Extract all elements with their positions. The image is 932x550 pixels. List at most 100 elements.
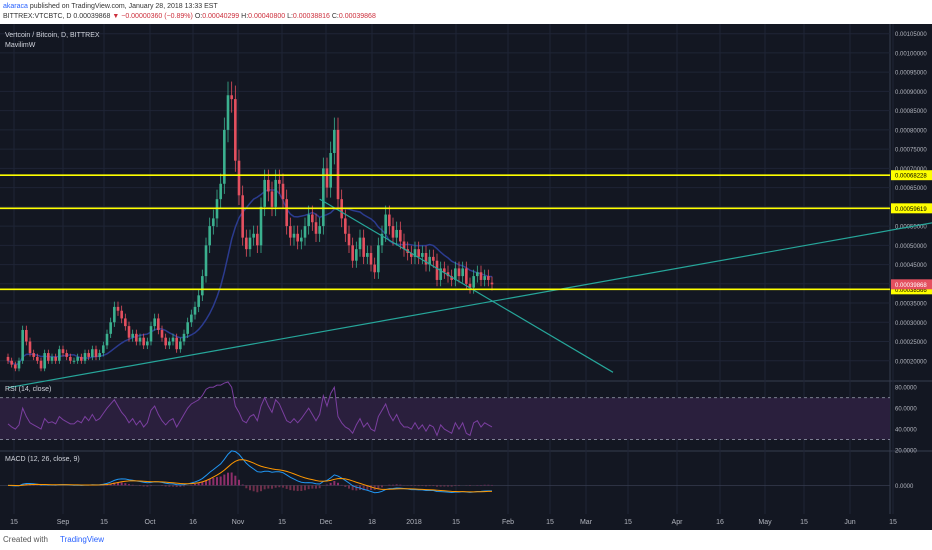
change-value: −0.00000360 (−0.89%) <box>121 13 193 20</box>
triangle-down-icon: ▼ <box>112 13 120 20</box>
rsi-title: RSI (14, close) <box>5 386 51 393</box>
macd-histogram-bar <box>333 480 336 486</box>
candle-body <box>39 360 43 369</box>
macd-histogram-bar <box>348 485 350 489</box>
macd-histogram-bar <box>271 485 273 489</box>
candle-body <box>146 341 149 346</box>
y-tick-label: 0.00065000 <box>895 186 927 192</box>
macd-histogram-bar <box>190 484 193 486</box>
macd-histogram-bar <box>168 485 171 487</box>
macd-signal-line <box>7 459 493 493</box>
x-tick-label: Mar <box>580 519 593 526</box>
x-tick-label: 16 <box>189 519 197 526</box>
y-tick-label: 0.00055000 <box>895 225 927 231</box>
macd-histogram-bar <box>161 485 163 486</box>
macd-histogram-bar <box>443 485 446 487</box>
candle-body <box>377 245 380 273</box>
macd-histogram-bar <box>274 485 277 488</box>
y-tick-label: 0.00070000 <box>895 167 927 173</box>
macd-histogram-bar <box>377 485 380 489</box>
macd-histogram-bar <box>32 484 35 486</box>
macd-histogram-bar <box>230 472 233 486</box>
y-tick-label: 0.00025000 <box>895 340 927 346</box>
candle-body <box>17 360 21 369</box>
open-label: O: <box>194 13 203 20</box>
candle-body <box>329 152 332 188</box>
x-tick-label: Feb <box>502 519 514 526</box>
macd-histogram-bar <box>454 485 457 486</box>
candle-body <box>369 253 373 265</box>
macd-histogram-bar <box>216 477 218 486</box>
macd-histogram-bar <box>205 480 207 486</box>
rsi-tick-label: 40.0000 <box>895 428 917 434</box>
candle-body <box>219 183 222 200</box>
y-tick-label: 0.00020000 <box>895 359 927 365</box>
author-link[interactable]: akaraca <box>3 3 28 10</box>
macd-tick-label: 0.0000 <box>895 484 914 490</box>
candle-body <box>479 272 483 280</box>
high-value: 0.00040800 <box>248 13 286 20</box>
candle-body <box>366 253 369 257</box>
candle-body <box>237 160 241 196</box>
candle-body <box>303 226 307 238</box>
macd-histogram-bar <box>344 485 347 487</box>
candle-body <box>428 256 431 265</box>
candle-body <box>76 356 79 361</box>
candle-body <box>131 333 134 338</box>
tradingview-logo-link[interactable]: TradingView <box>60 535 105 544</box>
chart-area[interactable]: 15 Sep 15 Oct 16 Nov 15 Dec 18 2018 15 Feb 15 Mar 15 Ap… <box>0 24 932 530</box>
macd-histogram-bar <box>252 485 255 492</box>
macd-histogram-bar <box>139 485 141 486</box>
x-tick-label: 15 <box>889 519 897 526</box>
macd-histogram-bar <box>120 482 123 486</box>
candle-body <box>21 329 24 361</box>
candle-body <box>226 95 230 130</box>
candle-body <box>212 218 215 227</box>
price-chart[interactable]: 15 Sep 15 Oct 16 Nov 15 Dec 18 2018 15 Feb 15 Mar 15 Ap… <box>0 24 932 530</box>
macd-histogram-bar <box>351 485 354 491</box>
y-tick-label: 0.00085000 <box>895 109 927 115</box>
rsi-tick-label: 80.0000 <box>895 386 917 392</box>
candle-body <box>399 229 402 242</box>
candle-body <box>476 272 479 277</box>
candle-body <box>109 322 112 334</box>
x-tick-label: 15 <box>278 519 286 526</box>
macd-histogram-bar <box>245 485 248 489</box>
macd-histogram-bar <box>329 482 332 486</box>
candle-body <box>472 276 475 288</box>
candle-body <box>292 233 296 238</box>
candle-body <box>135 333 138 342</box>
macd-histogram-bar <box>234 475 237 486</box>
candle-body <box>281 183 285 200</box>
candle-body <box>102 345 105 354</box>
macd-histogram-bar <box>428 485 431 487</box>
x-tick-label: 15 <box>546 519 554 526</box>
macd-histogram-bar <box>164 485 167 487</box>
candle-body <box>443 268 446 273</box>
candle-body <box>395 229 398 238</box>
candle-body <box>105 333 109 346</box>
y-tick-label: 0.00045000 <box>895 263 927 269</box>
candle-body <box>391 226 395 238</box>
x-tick-label: 15 <box>452 519 460 526</box>
macd-histogram-bar <box>439 485 442 487</box>
macd-histogram-bar <box>289 485 292 491</box>
candle-body <box>175 337 178 350</box>
candle-body <box>270 191 274 207</box>
macd-histogram-bar <box>131 484 134 486</box>
candle-body <box>113 306 116 323</box>
created-with-text: Created with <box>3 535 48 544</box>
candle-body <box>164 337 167 346</box>
macd-histogram-bar <box>425 485 427 487</box>
macd-histogram-bar <box>447 485 449 487</box>
low-value: 0.00038816 <box>292 13 330 20</box>
x-tick-label: 15 <box>624 519 632 526</box>
close-label: C: <box>331 13 339 20</box>
candle-body <box>388 214 391 227</box>
candle-body <box>322 168 325 227</box>
x-tick-label: 16 <box>716 519 724 526</box>
macd-histogram-bar <box>296 485 299 492</box>
candle-body <box>234 99 237 161</box>
candle-body <box>446 272 450 277</box>
candle-body <box>58 349 61 361</box>
